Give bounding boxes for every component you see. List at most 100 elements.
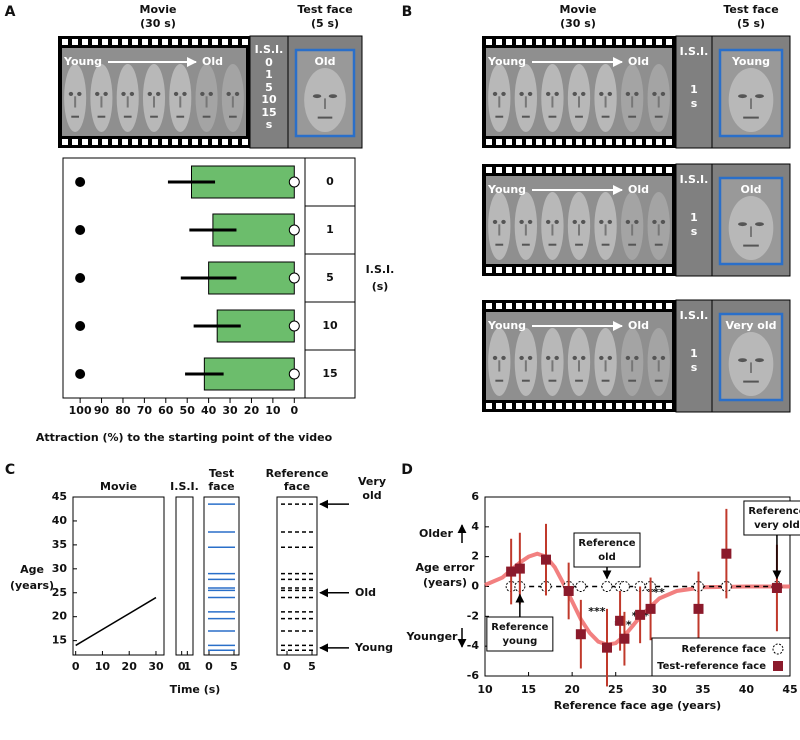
movie-header: (30 s) (140, 17, 176, 30)
isi-text: I.S.I. (680, 309, 709, 322)
sprocket-hole (586, 139, 592, 145)
sprocket-hole (616, 267, 622, 273)
sprocket-hole (656, 167, 662, 173)
sprocket-hole (526, 39, 532, 45)
sprocket-hole (596, 139, 602, 145)
test-point (615, 615, 626, 626)
annotation-text: Reference (578, 538, 635, 549)
face-eye (121, 91, 126, 96)
sprocket-hole (506, 167, 512, 173)
face-eye (501, 91, 506, 96)
face-eye (581, 355, 586, 360)
y-axis-label: I.S.I. (366, 263, 395, 276)
subpanel-title: I.S.I. (170, 480, 199, 493)
start-point-marker (75, 177, 86, 187)
sprocket-hole (576, 167, 582, 173)
sprocket-hole (536, 403, 542, 409)
sprocket-hole (536, 39, 542, 45)
sprocket-hole (496, 39, 502, 45)
start-point-marker (75, 273, 86, 283)
subpanel-frame (203, 496, 240, 656)
sprocket-hole (536, 303, 542, 309)
isi-box (249, 35, 289, 149)
sprocket-hole (596, 403, 602, 409)
test-face-label: Old (315, 55, 336, 68)
sprocket-hole (506, 403, 512, 409)
reference-point (618, 581, 630, 592)
isi-text: s (691, 225, 698, 238)
sprocket-hole (546, 39, 552, 45)
sprocket-hole (486, 303, 492, 309)
face-eye (527, 91, 533, 96)
face-eye (173, 91, 179, 96)
sprocket-hole (586, 167, 592, 173)
x-tick-label: 20 (244, 404, 260, 417)
face-eye (545, 219, 551, 224)
legend-swatch (773, 661, 783, 671)
test-header: (5 s) (311, 17, 339, 30)
x-tick-label: 25 (608, 683, 623, 696)
face-eye (182, 91, 187, 96)
face-eye (234, 91, 240, 96)
subpanel-frame (276, 496, 318, 656)
sprocket-hole (486, 39, 492, 45)
sprocket-hole (496, 267, 502, 273)
sprocket-hole (596, 39, 602, 45)
legend-label: Reference face (682, 644, 767, 655)
sprocket-hole (526, 303, 532, 309)
sprocket-hole (516, 403, 522, 409)
movie-end-label: Old (628, 55, 649, 68)
sprocket-hole (616, 303, 622, 309)
sprocket-hole (172, 39, 178, 45)
face-eye (652, 355, 657, 360)
face-eye (634, 355, 639, 360)
sprocket-hole (516, 39, 522, 45)
sprocket-hole (586, 267, 592, 273)
x-tick-label: 70 (137, 404, 153, 417)
face-eye (103, 91, 108, 96)
sprocket-hole (586, 303, 592, 309)
isi-text: 10 (261, 93, 277, 106)
test-face-label: Old (741, 183, 762, 196)
sprocket-hole (576, 267, 582, 273)
sprocket-hole (152, 139, 158, 145)
subpanel-title: Movie (100, 480, 137, 493)
test-point (721, 548, 732, 559)
x-tick-label: 30 (148, 660, 164, 673)
sprocket-hole (626, 139, 632, 145)
sprocket-hole (636, 303, 642, 309)
sprocket-hole (646, 403, 652, 409)
category-label: 0 (326, 175, 334, 188)
start-point-marker (75, 321, 86, 331)
test-header: Test face (723, 3, 778, 16)
x-tick-label: 1 (184, 660, 192, 673)
y-axis-label: Age (20, 563, 44, 576)
y-tick-label: 25 (52, 586, 67, 599)
sprocket-hole (566, 167, 572, 173)
sprocket-hole (536, 167, 542, 173)
isi-text: 15 (261, 106, 276, 119)
isi-box (675, 35, 713, 149)
sprocket-hole (606, 39, 612, 45)
legend-swatch (772, 643, 784, 655)
face-eye (328, 94, 338, 99)
face-eye (607, 91, 613, 96)
test-point (602, 642, 612, 653)
isi-box (675, 163, 713, 277)
sprocket-hole (586, 403, 592, 409)
panel-label: A (5, 4, 16, 20)
category-cell (304, 349, 356, 399)
reference-point (575, 581, 587, 592)
face-eye (625, 219, 631, 224)
sprocket-hole (92, 139, 98, 145)
x-tick-label: 0 (283, 660, 291, 673)
face-eye (226, 91, 231, 96)
annotation-text: old (362, 489, 381, 502)
sprocket-hole (202, 39, 208, 45)
sprocket-hole (142, 139, 148, 145)
test-face-label: Young (731, 55, 770, 68)
x-tick-label: 50 (180, 404, 196, 417)
sprocket-hole (506, 139, 512, 145)
y-tick-label: -2 (467, 609, 479, 622)
movie-header: Movie (560, 3, 597, 16)
